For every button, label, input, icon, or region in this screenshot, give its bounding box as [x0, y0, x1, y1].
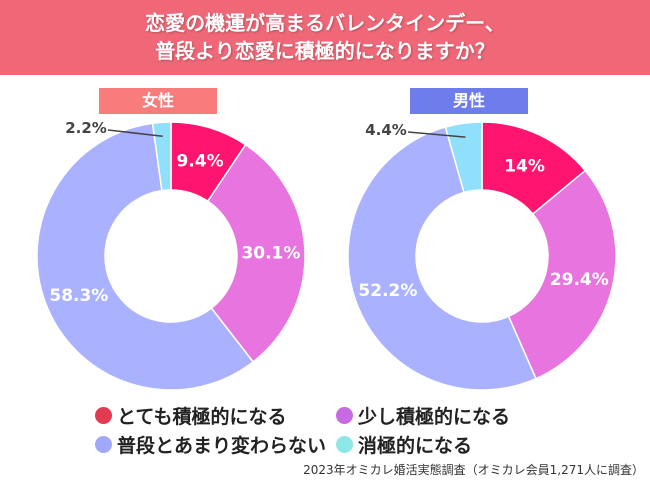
- leader-line: [107, 129, 163, 138]
- legend-item-very: とても積極的になる: [95, 402, 286, 429]
- legend-label: 普段とあまり変わらない: [117, 435, 327, 457]
- data-label: 29.4%: [550, 270, 609, 290]
- legend-dot: [95, 407, 112, 424]
- slice-male-1: [507, 169, 617, 380]
- male-tag: 男性: [410, 88, 528, 114]
- source-note: 2023年オミカレ婚活実態調査（オミカレ会員1,271人に調査）: [303, 463, 644, 477]
- slice-female-1: [206, 143, 306, 363]
- legend-label: とても積極的になる: [117, 406, 287, 428]
- data-label: 52.2%: [358, 281, 417, 301]
- legend-item-less: 消極的になる: [336, 431, 472, 458]
- slice-female-2: [36, 122, 255, 391]
- data-label: 14%: [504, 157, 545, 177]
- legend-dot: [336, 407, 353, 424]
- slice-male-3: [444, 121, 483, 194]
- data-label: 2.2%: [65, 119, 107, 137]
- legend-item-same: 普段とあまり変わらない: [95, 431, 326, 458]
- slice-female-3: [151, 121, 172, 192]
- data-label: 9.4%: [177, 151, 224, 171]
- data-label: 30.1%: [241, 244, 300, 264]
- legend-label: 少し積極的になる: [358, 406, 511, 428]
- legend-dot: [95, 436, 112, 453]
- female-tag: 女性: [99, 88, 217, 114]
- title-line-2: 普段より恋愛に積極的になりますか？: [155, 39, 495, 63]
- title-line-1: 恋愛の機運が高まるバレンタインデー、: [145, 11, 505, 35]
- data-label: 4.4%: [365, 121, 407, 139]
- leader-line: [407, 131, 466, 138]
- legend-item-little: 少し積極的になる: [336, 402, 510, 429]
- legend-dot: [336, 436, 353, 453]
- data-label: 58.3%: [49, 286, 108, 306]
- slice-male-2: [347, 126, 537, 391]
- legend-label: 消極的になる: [358, 435, 473, 457]
- title-banner: 恋愛の機運が高まるバレンタインデー、 普段より恋愛に積極的になりますか？: [0, 0, 650, 75]
